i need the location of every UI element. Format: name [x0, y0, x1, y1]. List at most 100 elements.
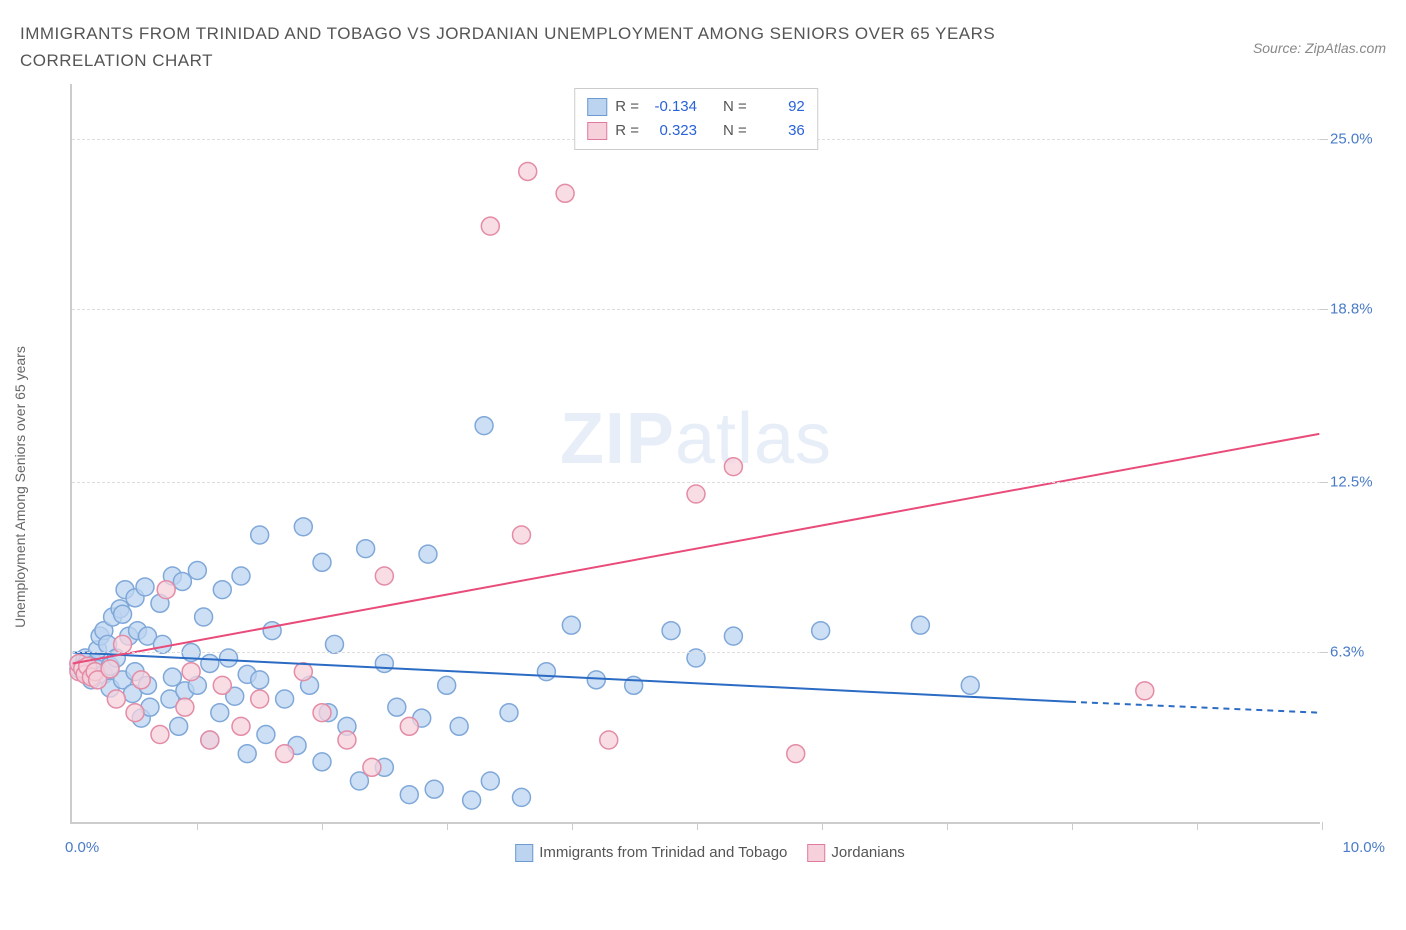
data-point — [251, 526, 269, 544]
data-point — [512, 789, 530, 807]
data-point — [201, 655, 219, 673]
legend-r-value: 0.323 — [647, 119, 697, 143]
chart-title: IMMIGRANTS FROM TRINIDAD AND TOBAGO VS J… — [20, 20, 1120, 74]
data-point — [313, 554, 331, 572]
y-tick — [1320, 309, 1328, 310]
data-point — [151, 726, 169, 744]
legend-n-value: 36 — [755, 119, 805, 143]
x-tick — [822, 822, 823, 830]
data-point — [211, 704, 229, 722]
data-point — [251, 671, 269, 689]
data-point — [519, 163, 537, 181]
data-point — [136, 578, 154, 596]
data-point — [170, 718, 188, 736]
plot-region: ZIPatlas R = -0.134 N = 92 R = 0.323 N =… — [70, 84, 1320, 824]
data-point — [276, 690, 294, 708]
data-point — [961, 677, 979, 695]
data-point — [438, 677, 456, 695]
data-point — [537, 663, 555, 681]
legend-item: Immigrants from Trinidad and Tobago — [515, 844, 787, 862]
data-point — [294, 663, 312, 681]
data-point — [338, 731, 356, 749]
plot-svg — [72, 84, 1320, 822]
data-point — [787, 745, 805, 763]
data-point — [276, 745, 294, 763]
data-point — [388, 699, 406, 717]
data-point — [363, 759, 381, 777]
data-point — [173, 573, 191, 591]
grid-line — [72, 309, 1320, 310]
legend-n-label: N = — [723, 119, 747, 143]
x-tick — [1197, 822, 1198, 830]
data-point — [107, 690, 125, 708]
data-point — [463, 792, 481, 810]
legend-r-value: -0.134 — [647, 95, 697, 119]
legend-label: Immigrants from Trinidad and Tobago — [539, 844, 787, 861]
chart-area: Unemployment Among Seniors over 65 years… — [30, 84, 1390, 874]
series-legend: Immigrants from Trinidad and Tobago Jorda… — [515, 844, 905, 862]
data-point — [101, 660, 119, 678]
y-tick-label: 25.0% — [1330, 131, 1390, 148]
data-point — [195, 608, 213, 626]
y-tick-label: 6.3% — [1330, 643, 1390, 660]
x-tick — [572, 822, 573, 830]
y-axis-label: Unemployment Among Seniors over 65 years — [12, 347, 28, 629]
data-point — [1136, 682, 1154, 700]
legend-swatch — [515, 844, 533, 862]
data-point — [400, 786, 418, 804]
x-axis-min-label: 0.0% — [65, 839, 99, 856]
data-point — [500, 704, 518, 722]
legend-swatch — [807, 844, 825, 862]
data-point — [481, 218, 499, 236]
x-tick — [1072, 822, 1073, 830]
data-point — [812, 622, 830, 640]
legend-row: R = -0.134 N = 92 — [587, 95, 805, 119]
x-axis-max-label: 10.0% — [1342, 839, 1385, 856]
data-point — [132, 671, 150, 689]
data-point — [294, 518, 312, 536]
data-point — [375, 655, 393, 673]
data-point — [126, 704, 144, 722]
data-point — [481, 772, 499, 790]
y-tick-label: 12.5% — [1330, 473, 1390, 490]
data-point — [911, 617, 929, 635]
legend-swatch — [587, 98, 607, 116]
data-point — [425, 781, 443, 799]
trend-line — [73, 434, 1320, 664]
data-point — [213, 677, 231, 695]
legend-row: R = 0.323 N = 36 — [587, 119, 805, 143]
data-point — [182, 663, 200, 681]
data-point — [313, 704, 331, 722]
data-point — [556, 185, 574, 203]
data-point — [512, 526, 530, 544]
x-tick — [447, 822, 448, 830]
legend-n-value: 92 — [755, 95, 805, 119]
y-tick — [1320, 482, 1328, 483]
legend-label: Jordanians — [831, 844, 904, 861]
data-point — [724, 458, 742, 476]
data-point — [188, 562, 206, 580]
data-point — [600, 731, 618, 749]
data-point — [475, 417, 493, 435]
data-point — [251, 690, 269, 708]
source-attribution: Source: ZipAtlas.com — [1253, 40, 1386, 56]
data-point — [400, 718, 418, 736]
x-tick — [322, 822, 323, 830]
grid-line — [72, 482, 1320, 483]
data-point — [450, 718, 468, 736]
data-point — [357, 540, 375, 558]
data-point — [213, 581, 231, 599]
data-point — [419, 546, 437, 564]
data-point — [375, 567, 393, 585]
legend-r-label: R = — [615, 119, 639, 143]
data-point — [687, 485, 705, 503]
trend-line-extrapolated — [1070, 702, 1319, 713]
correlation-legend: R = -0.134 N = 92 R = 0.323 N = 36 — [574, 88, 818, 150]
data-point — [313, 753, 331, 771]
data-point — [263, 622, 281, 640]
data-point — [176, 699, 194, 717]
legend-r-label: R = — [615, 95, 639, 119]
x-tick — [697, 822, 698, 830]
legend-swatch — [587, 122, 607, 140]
x-tick — [197, 822, 198, 830]
